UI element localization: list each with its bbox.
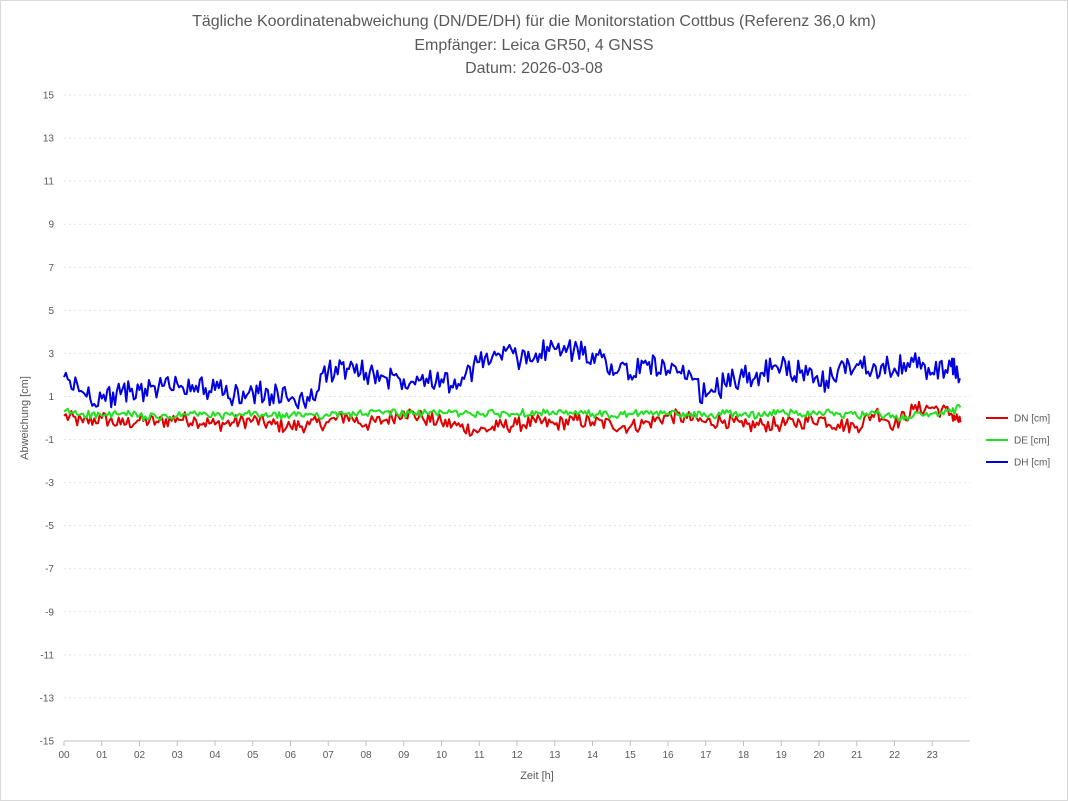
chart-subtitle-receiver: Empfänger: Leica GR50, 4 GNSS — [414, 37, 654, 54]
data-series — [63, 339, 962, 437]
y-axis-label: Abweichung [cm] — [19, 376, 31, 460]
y-tick-label: 1 — [48, 392, 54, 403]
x-tick-label: 15 — [625, 750, 637, 761]
x-tick-label: 03 — [172, 750, 184, 761]
x-tick-label: 01 — [96, 750, 108, 761]
y-axis-ticks: 15 13 11 9 7 5 3 1 -1 -3 -5 -7 -9 -11 -13 -15 — [40, 91, 55, 748]
x-tick-label: 06 — [285, 750, 297, 761]
x-tick-label: 23 — [927, 750, 939, 761]
y-tick-label: -9 — [45, 607, 54, 618]
y-tick-label: -11 — [40, 650, 54, 661]
x-tick-label: 13 — [549, 750, 561, 761]
x-tick-label: 10 — [436, 750, 448, 761]
legend: DN [cm] DE [cm] DH [cm] — [986, 414, 1050, 469]
series-line-0 — [63, 400, 962, 437]
y-tick-label: -1 — [45, 435, 54, 446]
y-tick-label: 13 — [43, 134, 55, 145]
x-tick-label: 11 — [474, 750, 485, 761]
x-tick-label: 20 — [813, 750, 825, 761]
x-tick-label: 07 — [323, 750, 335, 761]
x-tick-label: 17 — [700, 750, 712, 761]
x-tick-label: 18 — [738, 750, 750, 761]
x-tick-label: 14 — [587, 750, 599, 761]
y-tick-label: 11 — [44, 177, 55, 188]
x-tick-label: 08 — [360, 750, 372, 761]
x-tick-label: 02 — [134, 750, 146, 761]
legend-label: DE [cm] — [1014, 436, 1050, 447]
chart-title: Tägliche Koordinatenabweichung (DN/DE/DH… — [192, 13, 876, 30]
series-line-2 — [63, 339, 961, 410]
series-line-1 — [63, 403, 962, 422]
x-tick-label: 19 — [776, 750, 788, 761]
x-tick-label: 12 — [511, 750, 523, 761]
grid-lines — [64, 94, 970, 699]
x-tick-label: 21 — [851, 750, 863, 761]
x-axis-ticks: 00 01 02 03 04 05 06 07 08 09 10 11 12 13 14 15 16 17 18 19… — [58, 741, 938, 761]
x-tick-label: 16 — [662, 750, 674, 761]
chart-subtitle-date: Datum: 2026-03-08 — [465, 60, 603, 77]
x-axis-label: Zeit [h] — [520, 770, 554, 782]
y-tick-label: -7 — [45, 564, 54, 575]
x-tick-label: 04 — [209, 750, 221, 761]
x-tick-label: 09 — [398, 750, 410, 761]
legend-label: DN [cm] — [1014, 414, 1050, 425]
y-tick-label: -15 — [40, 737, 55, 748]
y-tick-label: -5 — [45, 521, 54, 532]
legend-label: DH [cm] — [1014, 458, 1050, 469]
y-tick-label: 7 — [48, 263, 54, 274]
x-tick-label: 00 — [58, 750, 70, 761]
y-tick-label: 15 — [43, 91, 55, 102]
y-tick-label: -13 — [40, 693, 55, 704]
x-tick-label: 05 — [247, 750, 259, 761]
y-tick-label: 3 — [48, 349, 54, 360]
y-tick-label: -3 — [45, 478, 54, 489]
y-tick-label: 5 — [48, 306, 54, 317]
y-tick-label: 9 — [48, 220, 54, 231]
x-tick-label: 22 — [889, 750, 901, 761]
